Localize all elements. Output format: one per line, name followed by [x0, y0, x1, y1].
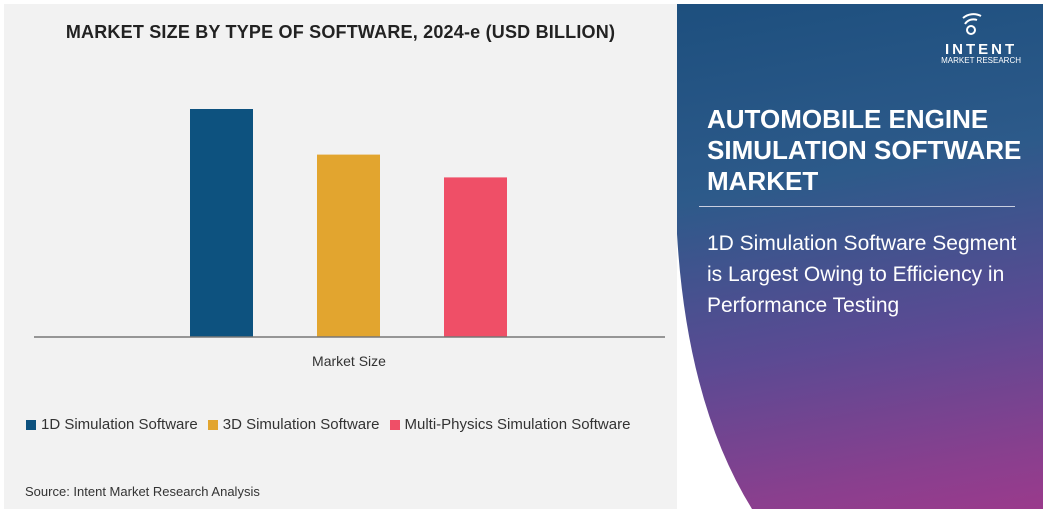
chart-panel: MARKET SIZE BY TYPE OF SOFTWARE, 2024-e … [4, 4, 677, 509]
legend-item-multiphysics: Multi-Physics Simulation Software [389, 416, 631, 433]
bar-3 [444, 177, 507, 337]
x-axis-label: Market Size [312, 353, 386, 369]
divider [699, 206, 1015, 207]
legend-label: 3D Simulation Software [222, 416, 380, 433]
info-panel: INTENT MARKET RESEARCH AUTOMOBILE ENGINE… [677, 4, 1043, 509]
intent-logo: INTENT MARKET RESEARCH [941, 12, 1021, 65]
legend-label: 1D Simulation Software [41, 416, 198, 433]
panel-subtext: 1D Simulation Software Segment is Larges… [707, 232, 1017, 317]
legend-swatch [207, 419, 218, 430]
logo-sub: MARKET RESEARCH [941, 56, 1021, 65]
legend-item-1d: 1D Simulation Software [26, 416, 198, 433]
chart-title: MARKET SIZE BY TYPE OF SOFTWARE, 2024-e … [65, 22, 616, 42]
logo-word: INTENT [944, 41, 1018, 58]
bar-1 [190, 109, 253, 337]
legend: 1D Simulation Software 3D Simulation Sof… [26, 416, 630, 433]
legend-swatch [26, 419, 36, 430]
source-note: Source: Intent Market Research Analysis [25, 484, 260, 499]
panel-headline: AUTOMOBILE ENGINE SIMULATION SOFTWARE MA… [707, 104, 1022, 196]
bar-chart [34, 109, 665, 338]
legend-swatch [389, 419, 400, 430]
bar-2 [317, 154, 380, 337]
signal-icon [962, 13, 982, 35]
decorative-curve [677, 234, 752, 509]
legend-item-3d: 3D Simulation Software [207, 416, 380, 433]
legend-label: Multi-Physics Simulation Software [404, 416, 631, 433]
